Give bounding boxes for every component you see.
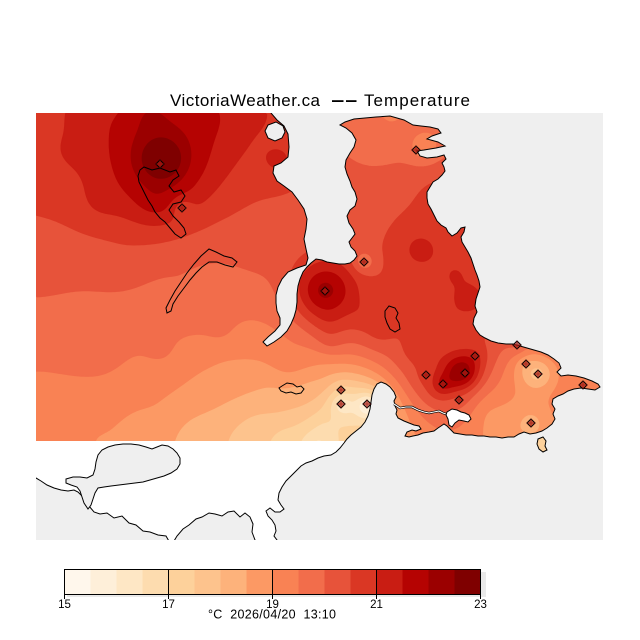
- svg-text:21: 21: [370, 599, 383, 611]
- svg-text:23: 23: [474, 599, 487, 611]
- svg-text:17: 17: [162, 599, 175, 611]
- svg-text:VictoriaWeather.ca: VictoriaWeather.ca: [170, 91, 321, 110]
- svg-text:Temperature: Temperature: [364, 91, 470, 110]
- svg-text:15: 15: [58, 599, 71, 611]
- svg-text:19: 19: [266, 599, 279, 611]
- svg-text:°C 2026/04/20 13:10: °C 2026/04/20 13:10: [208, 608, 336, 622]
